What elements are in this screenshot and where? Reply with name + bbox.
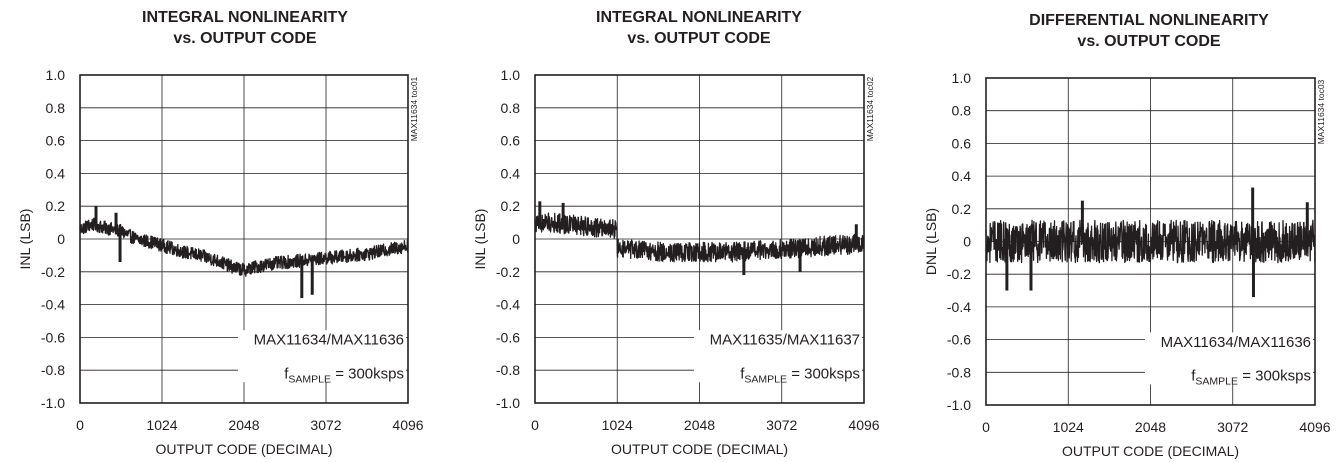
figure-id-label: MAX11634 toc01: [409, 76, 419, 141]
annotation-sample-rate: fSAMPLE = 300ksps: [1191, 368, 1311, 388]
annotation-part-number: MAX11634/MAX11636: [254, 332, 404, 349]
x-tick-label: 4096: [848, 417, 879, 433]
chart-title-line2: vs. OUTPUT CODE: [627, 30, 770, 47]
x-axis-label: OUTPUT CODE (DECIMAL): [155, 441, 332, 457]
x-tick-label: 4096: [392, 417, 423, 433]
y-tick-label: -1.0: [496, 395, 520, 411]
chart-panel-2: INTEGRAL NONLINEARITY vs. OUTPUT CODE 1.…: [447, 0, 893, 462]
y-tick-label: -0.2: [496, 264, 520, 280]
chart-title-line1: DIFFERENTIAL NONLINEARITY: [1029, 12, 1269, 29]
y-tick-label: 1.0: [501, 67, 521, 83]
y-tick-label: -0.2: [41, 264, 65, 280]
annotation-background: [1145, 332, 1313, 385]
y-tick-label: 0.2: [46, 198, 66, 214]
annotation-part-number: MAX11634/MAX11636: [1161, 334, 1311, 351]
y-axis-label: DNL (LSB): [923, 208, 939, 275]
y-tick-label: 0.6: [46, 133, 66, 149]
plot-area: [985, 187, 1316, 298]
x-tick-label: 3072: [310, 417, 341, 433]
y-tick-label: -0.8: [496, 362, 520, 378]
series-line: [985, 219, 1316, 264]
annotation-f: f: [1191, 368, 1196, 385]
x-tick-label: 2048: [1135, 419, 1166, 435]
y-tick-label: 0.2: [952, 201, 972, 217]
plot-frame: [534, 74, 865, 404]
chart-title-line1: INTEGRAL NONLINEARITY: [596, 9, 802, 26]
plot-frame: [985, 77, 1316, 406]
annotation-subscript: SAMPLE: [1195, 376, 1238, 388]
chart-panel-3: DIFFERENTIAL NONLINEARITY vs. OUTPUT COD…: [894, 0, 1340, 462]
plot-area: [534, 201, 865, 276]
y-tick-label: 0.2: [501, 198, 521, 214]
y-tick-label: 0.4: [501, 165, 521, 181]
y-tick-label: 0.8: [46, 100, 66, 116]
annotation-subscript: SAMPLE: [288, 373, 331, 385]
y-tick-label: -0.4: [41, 297, 65, 313]
y-tick-label: -0.6: [947, 332, 971, 348]
x-tick-label: 1024: [602, 417, 633, 433]
x-tick-label: 0: [531, 417, 539, 433]
x-tick-label: 1024: [1053, 419, 1084, 435]
y-tick-label: -1.0: [41, 395, 65, 411]
series-line: [79, 217, 409, 277]
inl-chart-1: INTEGRAL NONLINEARITY vs. OUTPUT CODE 1.…: [17, 9, 424, 457]
y-tick-label: -0.8: [947, 364, 971, 380]
x-tick-label: 1024: [146, 417, 177, 433]
y-tick-label: -0.6: [496, 329, 520, 345]
x-tick-label: 0: [76, 417, 84, 433]
y-tick-label: 0.6: [501, 133, 521, 149]
chart-title-line2: vs. OUTPUT CODE: [1077, 33, 1220, 50]
y-tick-label: 0.6: [952, 135, 972, 151]
annotation-background: [694, 330, 862, 383]
annotation-sample-rate: fSAMPLE = 300ksps: [740, 365, 860, 385]
plot-area: [79, 206, 409, 299]
x-axis-label: OUTPUT CODE (DECIMAL): [1062, 443, 1239, 459]
y-tick-label: -0.2: [947, 266, 971, 282]
y-tick-label: 0.8: [952, 103, 972, 119]
y-tick-label: -1.0: [947, 397, 971, 413]
annotation-part-number: MAX11635/MAX11637: [710, 332, 860, 349]
dnl-chart: DIFFERENTIAL NONLINEARITY vs. OUTPUT COD…: [923, 12, 1331, 459]
annotation-value: = 300ksps: [331, 365, 404, 382]
y-tick-label: -0.8: [41, 362, 65, 378]
y-tick-label: 1.0: [952, 70, 972, 86]
x-tick-label: 4096: [1299, 419, 1330, 435]
y-tick-label: 0: [512, 231, 520, 247]
annotation-value: = 300ksps: [787, 365, 860, 382]
y-tick-label: 0.4: [952, 168, 972, 184]
x-tick-label: 0: [982, 419, 990, 435]
annotation-subscript: SAMPLE: [744, 373, 787, 385]
y-tick-label: 0.8: [501, 100, 521, 116]
y-tick-label: 0.4: [46, 165, 66, 181]
x-axis-label: OUTPUT CODE (DECIMAL): [611, 441, 788, 457]
plot-frame: [79, 74, 409, 404]
figure-id-label: MAX11634 toc02: [865, 76, 875, 141]
figure-id-label: MAX11634 toc03: [1316, 79, 1326, 144]
y-tick-label: -0.4: [496, 297, 520, 313]
x-tick-label: 2048: [228, 417, 259, 433]
y-tick-label: -0.4: [947, 299, 971, 315]
y-axis-label: INL (LSB): [472, 209, 488, 270]
inl-chart-2: INTEGRAL NONLINEARITY vs. OUTPUT CODE 1.…: [472, 9, 880, 457]
y-tick-label: 0: [963, 234, 971, 250]
x-tick-label: 3072: [1217, 419, 1248, 435]
series-line: [534, 212, 865, 263]
x-tick-label: 2048: [684, 417, 715, 433]
chart-title-line1: INTEGRAL NONLINEARITY: [142, 9, 348, 26]
y-tick-label: 1.0: [46, 67, 66, 83]
y-tick-label: 0: [57, 231, 65, 247]
annotation-f: f: [284, 365, 289, 382]
y-axis-label: INL (LSB): [17, 209, 33, 270]
chart-panel-1: INTEGRAL NONLINEARITY vs. OUTPUT CODE 1.…: [0, 0, 446, 462]
x-tick-label: 3072: [766, 417, 797, 433]
annotation-f: f: [740, 365, 745, 382]
annotation-value: = 300ksps: [1238, 368, 1311, 385]
annotation-sample-rate: fSAMPLE = 300ksps: [284, 365, 404, 385]
y-tick-label: -0.6: [41, 329, 65, 345]
chart-title-line2: vs. OUTPUT CODE: [173, 30, 316, 47]
annotation-background: [238, 330, 406, 383]
